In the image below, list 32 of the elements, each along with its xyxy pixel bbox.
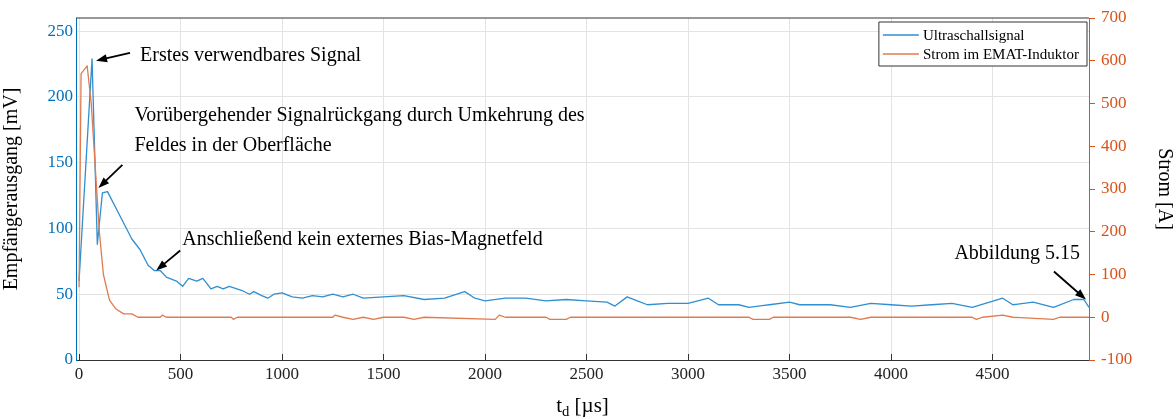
- y2-tick-label: 500: [1101, 92, 1127, 112]
- legend-label: Strom im EMAT-Induktor: [922, 45, 1080, 62]
- x-tick-label: 4500: [975, 363, 1010, 383]
- legend-label: Ultraschallsignal: [922, 26, 1025, 43]
- y2-tick-label: 400: [1101, 135, 1127, 155]
- y2-tick-label: 200: [1101, 221, 1127, 241]
- x-tick-label: 3000: [671, 363, 706, 383]
- x-tick-label: 1000: [265, 363, 300, 383]
- y2-axis-title: Strom [A]: [1154, 148, 1176, 230]
- y2-tick-label: 300: [1101, 178, 1127, 198]
- x-tick-label: 2000: [468, 363, 503, 383]
- y2-tick-label: -100: [1101, 349, 1133, 369]
- y-tick-label: 200: [47, 86, 73, 106]
- y2-tick-label: 600: [1101, 50, 1127, 70]
- y2-tick-label: 700: [1101, 7, 1127, 27]
- annotation: Vorübergehender Signalrückgang durch Umkehrung des Feldes in der Oberfläche: [134, 102, 585, 155]
- y2-tick-label: 100: [1101, 263, 1127, 283]
- y-tick-label: 250: [47, 20, 73, 40]
- y-tick-label: 50: [56, 283, 73, 303]
- annotation: Abbildung 5.15: [954, 241, 1080, 265]
- x-tick-label: 1500: [366, 363, 401, 383]
- annotation: Erstes verwendbares Signal: [140, 42, 362, 66]
- x-tick-label: 500: [167, 363, 194, 383]
- y-axis-title: Empfängerausgang [mV]: [0, 87, 23, 291]
- y-tick-label: 150: [47, 152, 73, 172]
- y-tick-label: 0: [64, 349, 73, 369]
- y-tick-label: 100: [47, 217, 73, 237]
- x-tick-label: 2500: [569, 363, 604, 383]
- x-tick-label: 3500: [772, 363, 807, 383]
- y2-tick-label: 0: [1101, 306, 1110, 326]
- annotation: Anschließend kein externes Bias-Magnetfeld: [182, 226, 543, 250]
- x-tick-label: 4000: [874, 363, 909, 383]
